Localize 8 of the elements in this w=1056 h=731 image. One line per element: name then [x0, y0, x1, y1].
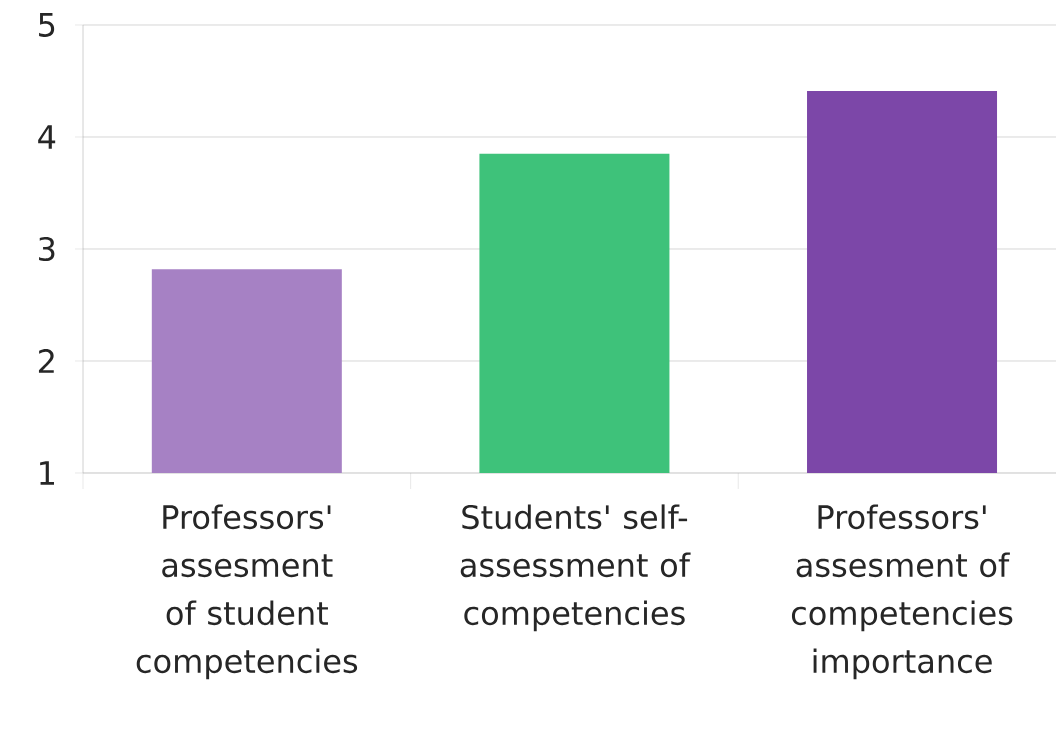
y-tick-label: 5 [39, 13, 55, 37]
x-tick-label: Professors' assesment of competencies importance [791, 504, 1013, 680]
y-tick-label: 1 [40, 461, 54, 485]
y-tick-label: 3 [39, 236, 55, 262]
y-tick-label: 4 [38, 125, 56, 149]
x-tick-label: Students' self-assessment of competencies [460, 504, 691, 632]
x-tick-label: Professors' assesment of student competencies [136, 504, 358, 680]
y-tick-label: 2 [38, 349, 54, 373]
